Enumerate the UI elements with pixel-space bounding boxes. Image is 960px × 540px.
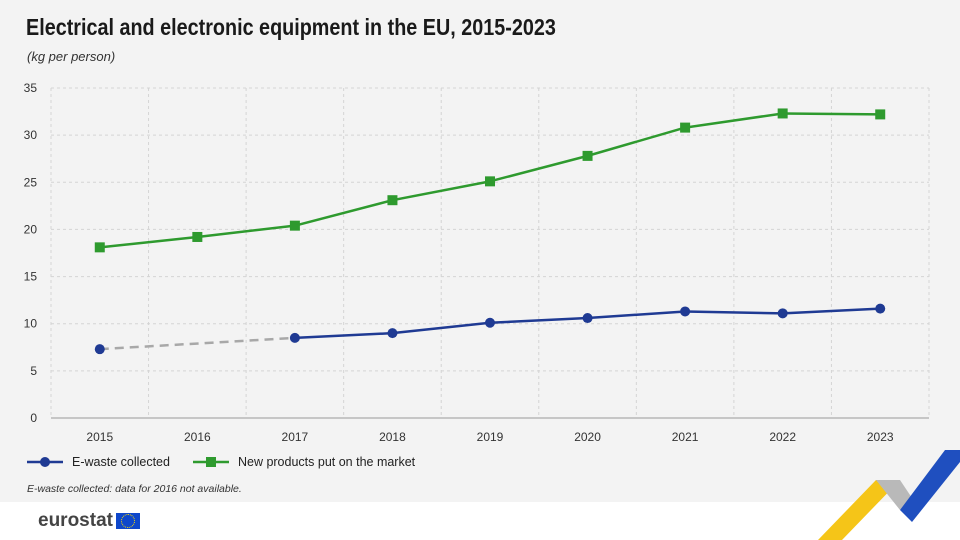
x-tick-label: 2015 (86, 430, 113, 444)
series-line-segment (684, 112, 783, 129)
data-point (94, 344, 105, 355)
data-point (777, 108, 788, 119)
data-point (875, 109, 886, 120)
x-tick-label: 2021 (672, 430, 699, 444)
decorative-corner-icon (818, 450, 960, 540)
chart-subtitle: (kg per person) (27, 49, 116, 64)
legend-square-marker-icon (192, 457, 229, 467)
x-tick-label: 2016 (184, 430, 211, 444)
series-line-segment (99, 235, 198, 249)
legend-label-ewaste: E-waste collected (72, 455, 170, 469)
x-tick-label: 2017 (282, 430, 309, 444)
x-tick-label: 2022 (769, 430, 796, 444)
data-point (582, 313, 593, 324)
data-point (387, 195, 398, 206)
footnote: E-waste collected: data for 2016 not ava… (27, 483, 242, 495)
series-line-segment (782, 112, 881, 116)
series-line-segment (782, 307, 881, 315)
data-point (289, 220, 300, 231)
series-line-segment (587, 126, 686, 158)
y-tick-label: 10 (24, 317, 38, 331)
footer-bar: eurostat (0, 502, 960, 540)
data-point (680, 122, 691, 133)
series-line-segment (685, 310, 783, 315)
series-line-segment (392, 321, 491, 335)
series-line-segment (294, 198, 393, 227)
y-tick-label: 15 (24, 270, 38, 284)
legend-circle-marker-icon (27, 457, 63, 467)
x-tick-label: 2020 (574, 430, 601, 444)
y-tick-label: 25 (24, 175, 38, 189)
line-chart: 0 5 10 15 20 25 30 35 2015 2016 2017 2018 2019 2020 20… (24, 81, 930, 444)
series-line-segment (489, 316, 588, 325)
y-tick-label: 20 (24, 222, 38, 236)
eurostat-logo: eurostat (38, 510, 140, 532)
data-point (680, 306, 691, 317)
data-point (875, 303, 886, 314)
series-line-segment (197, 224, 296, 239)
x-tick-label: 2019 (477, 430, 504, 444)
data-point (94, 242, 105, 253)
data-point (582, 150, 593, 161)
series-line-segment (294, 331, 393, 340)
series-line-segment (489, 154, 588, 183)
data-point (192, 231, 203, 242)
chart-legend: E-waste collected New products put on th… (26, 455, 437, 469)
data-point (485, 317, 495, 328)
legend-label-market: New products put on the market (237, 455, 416, 469)
y-tick-label: 0 (30, 411, 37, 425)
data-point (289, 332, 300, 343)
series-line-segment (392, 180, 491, 202)
legend-item-ewaste[interactable]: E-waste collected (26, 455, 170, 469)
y-tick-label: 5 (30, 364, 37, 378)
data-point (777, 308, 788, 319)
legend-item-market[interactable]: New products put on the market (192, 455, 415, 469)
y-tick-label: 30 (24, 128, 38, 142)
brand-name: eurostat (38, 510, 113, 531)
x-tick-label: 2023 (867, 430, 894, 444)
x-tick-label: 2018 (379, 430, 406, 444)
series-gap-segment (99, 336, 295, 351)
data-point (387, 328, 398, 339)
chart-title: Electrical and electronic equipment in t… (26, 14, 556, 40)
y-tick-label: 35 (24, 81, 38, 95)
data-point (485, 176, 495, 187)
series-line-segment (587, 310, 686, 320)
eu-flag-icon (115, 513, 140, 529)
